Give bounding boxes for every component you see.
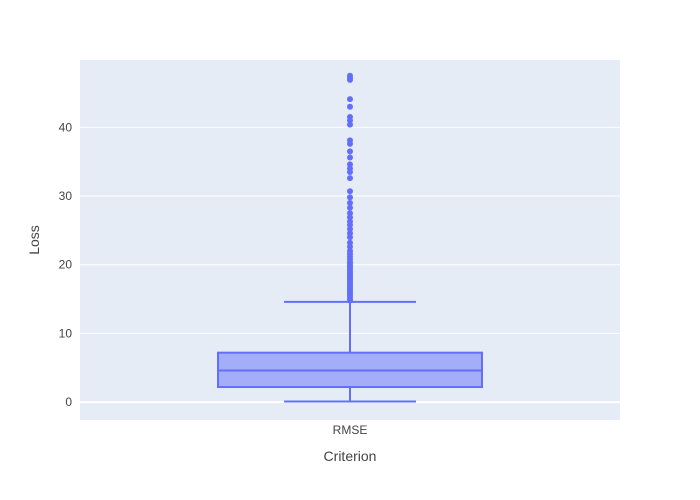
x-tick-labels: RMSE bbox=[333, 423, 368, 437]
y-tick-label-20: 20 bbox=[59, 258, 73, 272]
x-axis-title: Criterion bbox=[324, 448, 377, 464]
y-tick-label-0: 0 bbox=[65, 395, 72, 409]
outlier-point-33 bbox=[347, 204, 353, 211]
y-tick-label-10: 10 bbox=[59, 326, 73, 340]
outlier-point-47 bbox=[347, 114, 353, 121]
outlier-point-28 bbox=[347, 226, 353, 233]
outlier-point-40 bbox=[347, 161, 353, 168]
outlier-point-44 bbox=[347, 137, 353, 144]
y-tick-label-30: 30 bbox=[59, 189, 73, 203]
outlier-point-26 bbox=[347, 234, 353, 241]
outlier-point-42 bbox=[347, 148, 353, 155]
outlier-point-34 bbox=[347, 199, 353, 206]
outlier-point-30 bbox=[347, 218, 353, 225]
outlier-point-36 bbox=[347, 188, 353, 195]
outlier-point-23 bbox=[347, 247, 353, 254]
outlier-point-27 bbox=[347, 230, 353, 237]
outlier-point-41 bbox=[347, 154, 353, 161]
outlier-point-45 bbox=[347, 121, 353, 128]
x-tick-label-rmse: RMSE bbox=[333, 423, 368, 437]
outlier-point-39 bbox=[347, 165, 353, 172]
y-axis-title: Loss bbox=[26, 225, 42, 255]
rmse-box-series[interactable] bbox=[217, 72, 483, 403]
y-tick-label-40: 40 bbox=[59, 120, 73, 134]
y-tick-labels: 0 10 20 30 40 bbox=[59, 120, 73, 409]
outlier-point-52 bbox=[347, 72, 353, 79]
outlier-point-35 bbox=[347, 194, 353, 201]
outlier-point-32 bbox=[347, 210, 353, 217]
outlier-point-25 bbox=[347, 239, 353, 246]
outlier-point-49 bbox=[347, 96, 353, 103]
outlier-point-48 bbox=[347, 103, 353, 110]
outlier-point-31 bbox=[347, 214, 353, 221]
outlier-point-37 bbox=[347, 175, 353, 182]
outlier-point-24 bbox=[347, 243, 353, 250]
